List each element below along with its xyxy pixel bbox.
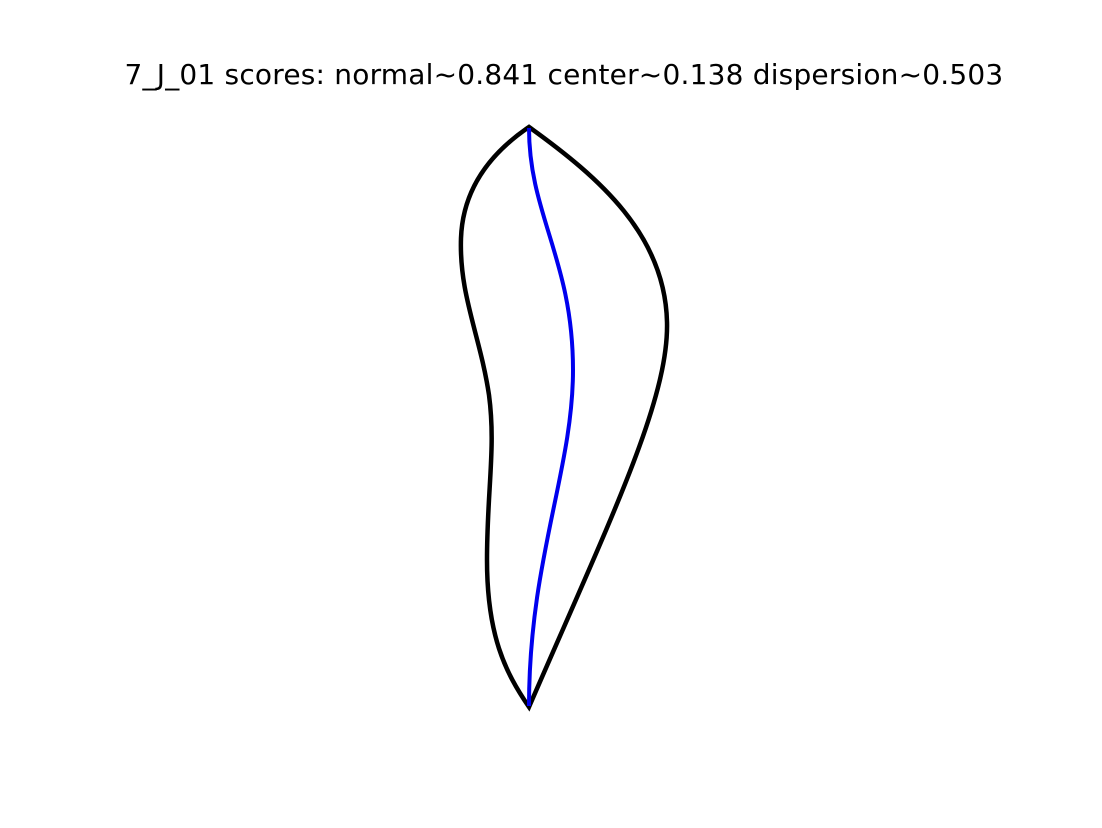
center-line bbox=[527, 127, 576, 707]
figure-title: 7_J_01 scores: normal~0.841 center~0.138… bbox=[124, 58, 1004, 91]
shape-outline bbox=[458, 124, 670, 712]
